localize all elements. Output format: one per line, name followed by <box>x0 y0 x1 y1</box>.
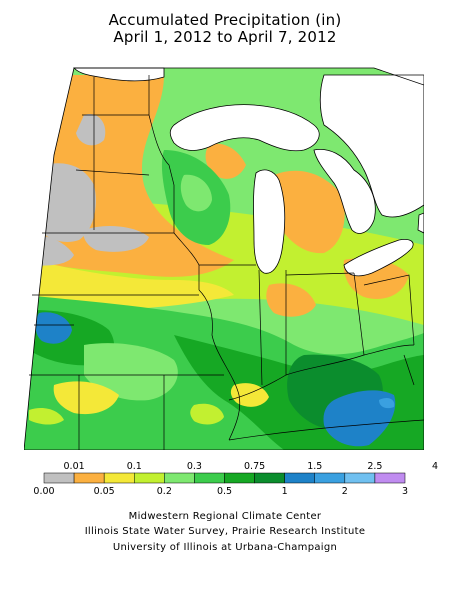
legend-color-box <box>374 472 406 484</box>
legend-upper-label: 1.5 <box>307 461 322 472</box>
legend-color-box <box>73 472 105 484</box>
legend-color-box <box>284 472 316 484</box>
legend-lower-label: 2 <box>342 486 348 497</box>
legend-lower-label: 0.5 <box>217 486 232 497</box>
legend-upper-label: 0.01 <box>64 461 85 472</box>
legend-lower-label: 3 <box>402 486 408 497</box>
legend-color-box <box>314 472 346 484</box>
legend-color-box <box>344 472 376 484</box>
credit-line-2: Illinois State Water Survey, Prairie Res… <box>84 526 366 537</box>
precipitation-legend: 0.010.10.30.751.52.54 0.000.050.20.51235 <box>33 461 439 497</box>
legend-lower-label: 1 <box>282 486 288 497</box>
great-lakes <box>73 67 424 277</box>
legend-lower-label: 0.05 <box>94 486 115 497</box>
state-boundaries <box>29 75 424 450</box>
legend-lower-labels: 0.000.050.20.51235 <box>33 486 408 497</box>
legend-color-box <box>164 472 195 484</box>
legend-color-box <box>224 472 255 484</box>
legend-color-bar <box>43 472 406 484</box>
legend-color-box <box>103 472 135 484</box>
legend-color-box <box>254 472 285 484</box>
precipitation-map <box>24 55 424 450</box>
legend-upper-label: 4 <box>432 461 438 472</box>
legend-lower-label: 0.00 <box>33 486 54 497</box>
map-title-line-2: April 1, 2012 to April 7, 2012 <box>113 28 337 46</box>
legend-color-box <box>194 472 225 484</box>
map-title-line-1: Accumulated Precipitation (in) <box>108 11 342 29</box>
legend-upper-label: 0.3 <box>187 461 202 472</box>
credit-line-1: Midwestern Regional Climate Center <box>128 511 322 522</box>
legend-lower-label: 0.2 <box>157 486 172 497</box>
legend-color-box <box>134 472 165 484</box>
legend-upper-label: 0.75 <box>244 461 265 472</box>
legend-upper-labels: 0.01 0.1 0.3 0.75 1.5 2.5 4 <box>64 461 439 472</box>
map-domain-outline <box>24 67 424 450</box>
legend-upper-label: 2.5 <box>367 461 382 472</box>
legend-color-box <box>43 472 75 484</box>
legend-upper-label: 0.1 <box>127 461 142 472</box>
credit-line-3: University of Illinois at Urbana-Champai… <box>112 542 338 553</box>
